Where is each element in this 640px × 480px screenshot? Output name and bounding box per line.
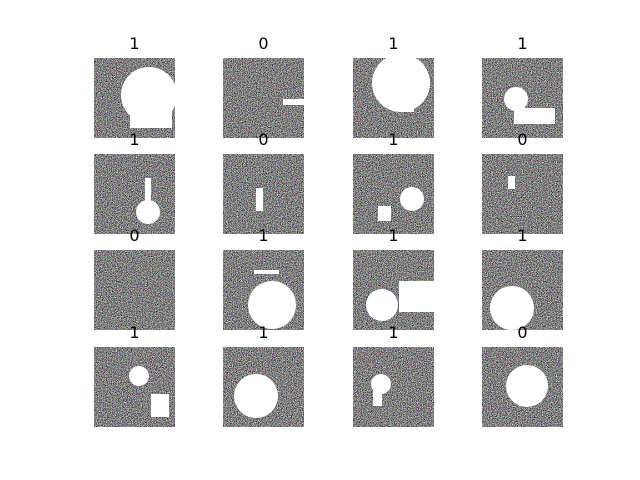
image-panel [353, 250, 434, 330]
panel-title: 1 [129, 130, 139, 149]
image-panel [223, 347, 304, 427]
image-panel [353, 58, 434, 138]
panel-title: 0 [258, 130, 268, 149]
panel-title: 0 [258, 34, 268, 53]
image-panel [482, 347, 563, 427]
white-circle [372, 58, 430, 112]
image-panel [94, 58, 175, 138]
panel-title: 1 [258, 323, 268, 342]
image-panel [353, 154, 434, 234]
image-panel [482, 58, 563, 138]
image-panel [223, 250, 304, 330]
image-panel [353, 347, 434, 427]
noise-image [223, 58, 304, 138]
panel-title: 0 [517, 323, 527, 342]
white-circle [366, 289, 398, 321]
noise-image [94, 250, 175, 330]
panel-title: 1 [388, 34, 398, 53]
white-rect [399, 281, 434, 312]
white-rect [514, 108, 555, 124]
white-rect [283, 99, 304, 105]
image-panel [94, 250, 175, 330]
image-panel [482, 250, 563, 330]
white-circle [129, 366, 149, 386]
image-panel [223, 154, 304, 234]
white-rect [256, 188, 263, 211]
panel-title: 1 [388, 130, 398, 149]
white-circle [490, 286, 534, 330]
panel-title: 0 [517, 130, 527, 149]
image-panel [223, 58, 304, 138]
white-circle [234, 374, 278, 418]
white-circle [504, 87, 528, 111]
white-rect [373, 386, 382, 406]
white-circle [400, 187, 424, 211]
panel-title: 1 [258, 226, 268, 245]
panel-title: 0 [129, 226, 139, 245]
white-circle [506, 365, 548, 407]
panel-title: 1 [388, 323, 398, 342]
panel-title: 1 [517, 226, 527, 245]
white-rect [508, 176, 515, 189]
panel-title: 1 [129, 34, 139, 53]
noise-image [353, 347, 434, 427]
panel-title: 1 [129, 323, 139, 342]
noise-image [223, 154, 304, 234]
white-rect [130, 110, 172, 128]
noise-image [482, 154, 563, 234]
image-panel [94, 347, 175, 427]
white-rect [378, 206, 391, 221]
white-rect [151, 394, 169, 417]
white-circle [248, 281, 296, 329]
panel-title: 1 [517, 34, 527, 53]
white-rect [254, 270, 279, 274]
white-rect [398, 100, 414, 112]
white-circle [121, 67, 175, 123]
image-panel [94, 154, 175, 234]
panel-title: 1 [388, 226, 398, 245]
image-panel [482, 154, 563, 234]
noise-image [94, 154, 175, 234]
white-circle [136, 200, 160, 224]
white-rect [145, 178, 151, 205]
